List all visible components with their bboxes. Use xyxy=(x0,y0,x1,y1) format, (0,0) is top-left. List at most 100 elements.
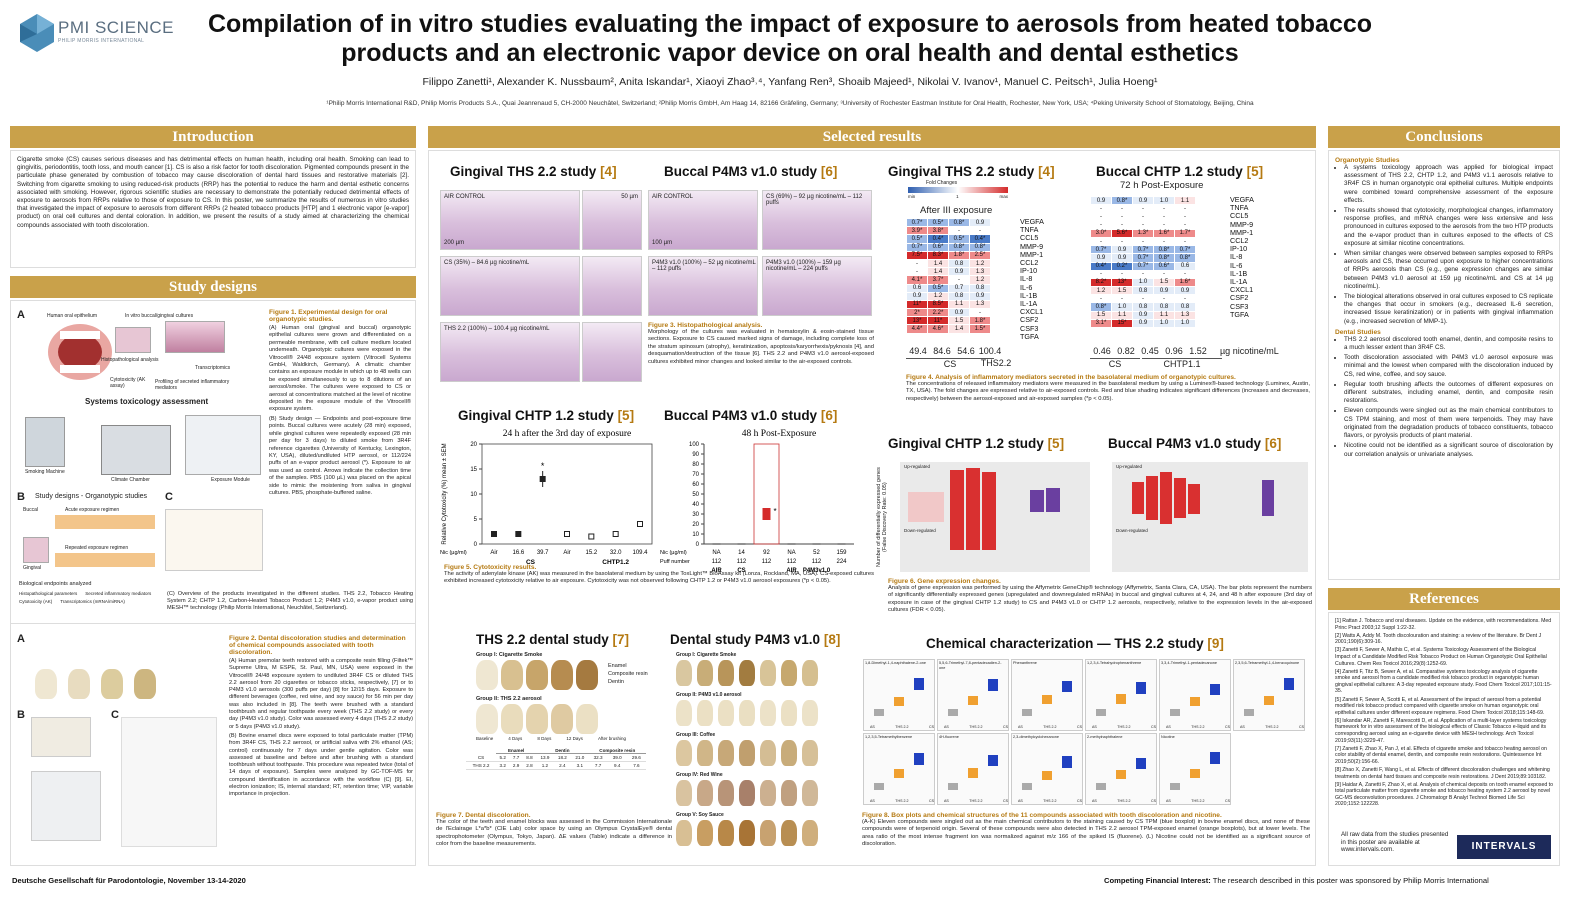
panel-label-b: B xyxy=(17,491,25,503)
compound-name: 1,2,3,4-Tetrahydrophenanthrene xyxy=(1087,661,1142,665)
intervals-logo[interactable]: INTERVALS xyxy=(1457,835,1551,859)
compound-name: 1,8-Dimethyl-1,4-naphthalene-2-one xyxy=(865,661,926,665)
box-THS 2.2 xyxy=(968,768,978,778)
heatmap-cell: 0.8* xyxy=(948,242,970,252)
tooth-workflow xyxy=(35,639,215,699)
box-THS 2.2 xyxy=(1042,695,1052,705)
y-tick-label: 20 xyxy=(470,442,477,448)
bar-up xyxy=(1262,480,1274,516)
heatmap-row: 3.0* 5.6* 1.3* 1.6* 1.7* xyxy=(1090,228,1196,238)
y-tick-label: 100 xyxy=(689,442,700,448)
figure-1-diagram: A Human oral epithelium In vitro buccal/… xyxy=(15,307,265,487)
boxplot-x-labels: AS THS 2.2 CS xyxy=(1166,725,1230,729)
heatmap-row: ----- xyxy=(1090,220,1196,230)
reference-item: [3] Zanetti F, Sewer A, Mathis C, et al.… xyxy=(1335,647,1547,667)
dental-list: THS 2.2 aerosol discolored tooth enamel,… xyxy=(1335,336,1553,459)
heatmap-cell: 0.5* xyxy=(927,283,949,293)
bar-up xyxy=(1174,478,1186,518)
data-point xyxy=(491,531,497,537)
box-AS xyxy=(948,783,958,790)
histology-image-p4m3-112: P4M3 v1.0 (100%) – 52 µg nicotine/mL – 1… xyxy=(648,256,758,316)
introduction-text: Cigarette smoke (CS) causes serious dise… xyxy=(17,156,409,229)
heatmap-cell: 0.7* xyxy=(1090,245,1112,255)
compound-name: 1,2,3,5-Tetramethylbenzene xyxy=(865,735,913,739)
smoking-machine xyxy=(25,417,65,467)
x-tick-label: Air xyxy=(490,550,497,556)
fig8-heading: Chemical characterization — THS 2.2 stud… xyxy=(926,636,1224,651)
heatmap-cell: - xyxy=(1132,220,1154,230)
heatmap-column-label: 84.6 xyxy=(933,346,951,356)
heatmap-row: 0.9 0.9 0.7* 0.8* 0.8* xyxy=(1090,253,1196,263)
heatmap-cell: 0.8 xyxy=(969,283,991,293)
heatmap-cell: 1.5 xyxy=(1153,277,1175,288)
heatmap-cell: 3.1* xyxy=(1090,318,1112,329)
heatmap-cell: - xyxy=(1174,236,1196,247)
conclusion-item: THS 2.2 aerosol discolored tooth enamel,… xyxy=(1344,336,1553,352)
heatmap-row: ----- xyxy=(1090,236,1196,247)
heatmap-cell: 0.9 xyxy=(948,267,970,277)
heatmap-cell: 0.9 xyxy=(1174,286,1196,296)
compound-name: 4H-fluorene xyxy=(939,735,959,739)
heatmap-cell: 1.2 xyxy=(969,258,991,269)
conclusion-item: Tooth discoloration associated with P4M3… xyxy=(1344,354,1553,379)
gcms-workflow xyxy=(121,717,217,847)
boxplot-x-labels: AS THS 2.2 CS xyxy=(1018,799,1082,803)
heatmap-cell: 0.8 xyxy=(1132,286,1154,296)
heatmap-cell: - xyxy=(1153,212,1175,222)
table-row: THS 2.2 3.2 2.9 2.8 1.2 2.4 3.1 7.7 9.4 7.6 xyxy=(466,761,646,770)
teeth-row-cs xyxy=(476,660,601,695)
bar-low xyxy=(908,492,944,522)
histology-zoom-ths xyxy=(582,322,642,382)
puff-label: 112 xyxy=(787,559,797,565)
box-CS xyxy=(914,753,924,766)
box-AS xyxy=(1170,783,1180,790)
histology-image-ths-gingival: THS 2.2 (100%) – 100.4 µg nicotine/mL xyxy=(440,322,580,382)
reference-item: [2] Watts A, Addy M. Tooth discolouratio… xyxy=(1335,632,1542,646)
tooth-icon xyxy=(68,669,90,699)
cytotoxicity-charts: 24 h after the 3rd day of exposure 0 5 10 15… xyxy=(440,428,854,574)
reference-item: [4] Zanetti F, Titz B, Sewer A, et al. C… xyxy=(1335,668,1552,695)
table-cell: 13.9 xyxy=(536,753,554,762)
fig4-buccal-subtitle: 72 h Post-Exposure xyxy=(1120,180,1204,191)
heatmap-cell: 1.0 xyxy=(1174,318,1196,329)
pmi-logo-icon xyxy=(20,14,54,52)
heatmap-cell: 1.3 xyxy=(969,267,991,277)
box-AS xyxy=(874,709,884,716)
heatmap-cell: - xyxy=(1153,220,1175,230)
heatmap-buccal-columns: 0.46 0.82 0.45 0.96 1.52 xyxy=(1090,346,1210,356)
heatmap-cell: 1.0 xyxy=(1153,195,1175,206)
organotypic-title: Organotypic Studies xyxy=(1335,157,1400,164)
boxplot-panel: 2-methylnaphthalene AS THS 2.2 CS xyxy=(1085,733,1157,805)
table-cell: 1.2 xyxy=(536,761,554,770)
heatmap-cell: 11* xyxy=(906,299,928,310)
puff-label: 112 xyxy=(737,559,747,565)
heatmap-buccal-group-cs: CS xyxy=(1090,358,1140,369)
reference-item: [1] Rattan J. Tobacco and oral diseases.… xyxy=(1335,618,1552,631)
gene-label: TNFA xyxy=(1230,203,1249,213)
heatmap-cell: 4.6* xyxy=(927,324,949,334)
gene-label: IL-1B xyxy=(1230,268,1248,278)
heatmap-cell: 0.6* xyxy=(927,242,949,252)
heatmap-cell: 1.4 xyxy=(948,324,970,334)
boxplot-panel: 4H-fluorene AS THS 2.2 CS xyxy=(937,733,1009,805)
heatmap-cell: - xyxy=(1111,236,1133,247)
heatmap-cell: 3.9* xyxy=(906,226,928,236)
heatmap-cell: 11* xyxy=(927,316,949,326)
figure-1-text-a: (A) Human oral (gingival and buccal) org… xyxy=(269,325,411,413)
heatmap-column-label: 0.82 xyxy=(1117,346,1135,356)
label-inflammatory: Profiling of secreted inflammatory media… xyxy=(155,379,230,391)
panel-label-a2: A xyxy=(17,633,25,645)
gene-label: VEGFA xyxy=(1230,195,1254,204)
x-tick-label: NA xyxy=(787,550,795,556)
panel-label-a: A xyxy=(17,309,25,321)
reference-item: [9] Haidar A, Zanetti F, Zhao X, et al. … xyxy=(1335,781,1553,808)
heatmap-cell: 1.5 xyxy=(1111,286,1133,296)
gene-labels-gingival: VEGFA TNFA CCL5 MMP-9 MMP-1 CCL2 IP-10 IL-8 IL-6… xyxy=(1020,217,1044,341)
heatmap-cell: 0.9 xyxy=(1090,253,1112,263)
heatmap-cell: 0.4* xyxy=(927,234,949,244)
heatmap-row: ----- xyxy=(1090,204,1196,214)
histology-image-air-gingival: AIR CONTROL 200 µm xyxy=(440,190,580,250)
heatmap-cell: 1.8* xyxy=(969,316,991,326)
enamel-discs xyxy=(31,717,91,757)
heatmap-row: 13* 11* 1.5 1.8* xyxy=(906,316,991,326)
